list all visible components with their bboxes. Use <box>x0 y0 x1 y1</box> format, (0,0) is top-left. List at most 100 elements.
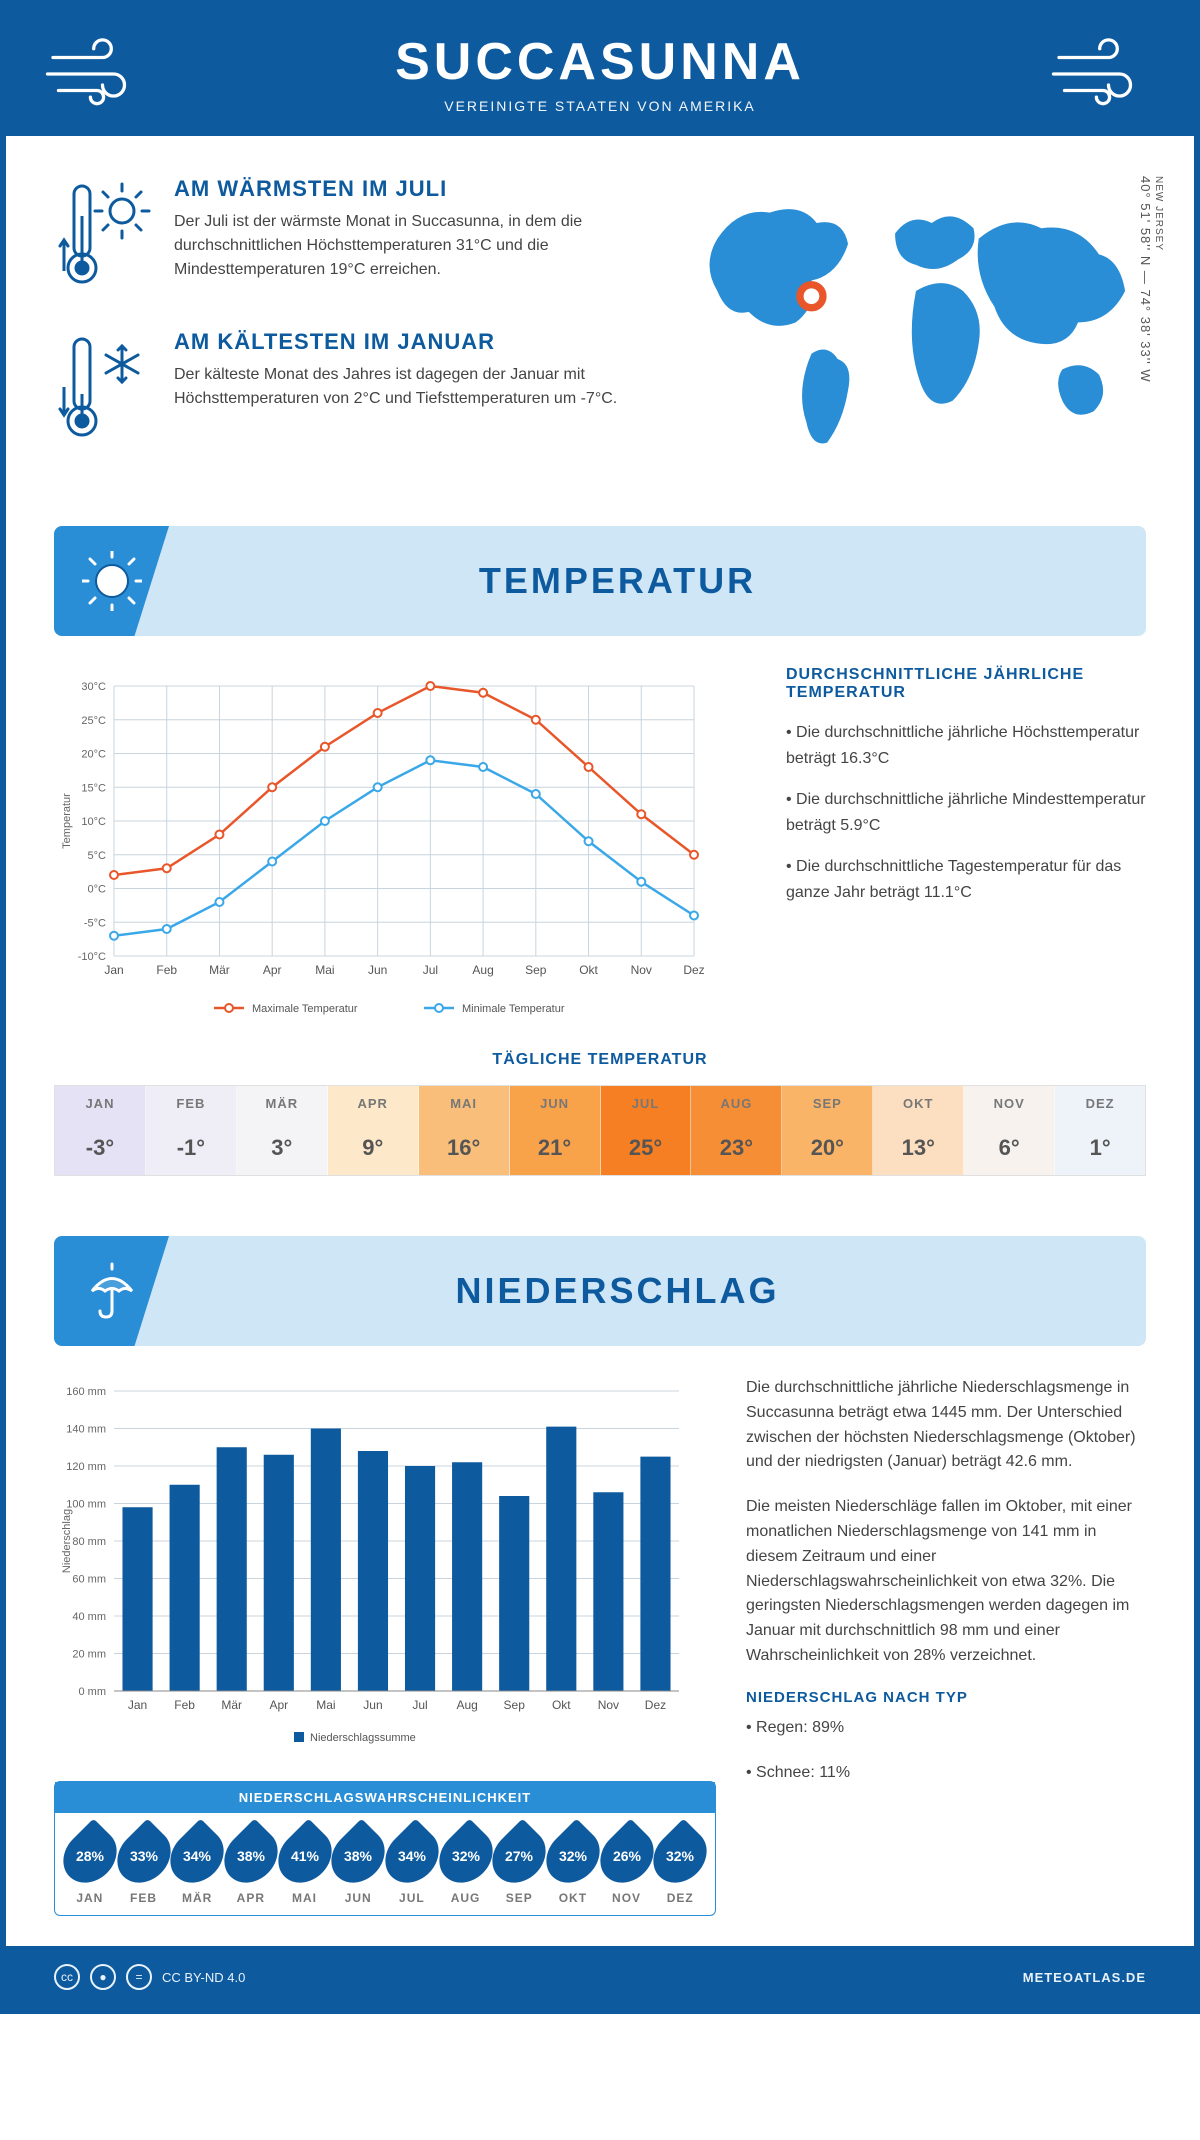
cc-icon: cc <box>54 1964 80 1990</box>
drop-icon: 32% <box>643 1819 718 1894</box>
precipitation-chart: 0 mm20 mm40 mm60 mm80 mm100 mm120 mm140 … <box>54 1376 694 1756</box>
precipitation-section-header: NIEDERSCHLAG <box>54 1236 1146 1346</box>
svg-text:140 mm: 140 mm <box>66 1424 106 1436</box>
svg-text:Nov: Nov <box>598 1698 619 1712</box>
page: SUCCASUNNA VEREINIGTE STAATEN VON AMERIK… <box>0 0 1200 2014</box>
license-text: CC BY-ND 4.0 <box>162 1970 245 1985</box>
svg-text:100 mm: 100 mm <box>66 1499 106 1511</box>
svg-text:0°C: 0°C <box>88 884 107 896</box>
daily-temp-cell: AUG23° <box>691 1086 782 1175</box>
svg-text:Dez: Dez <box>645 1698 666 1712</box>
temperature-section-header: TEMPERATUR <box>54 526 1146 636</box>
svg-text:20 mm: 20 mm <box>72 1649 106 1661</box>
precip-prob-cell: 33%FEB <box>117 1827 171 1905</box>
precip-prob-cell: 34%MÄR <box>170 1827 224 1905</box>
precip-text: Die meisten Niederschläge fallen im Okto… <box>746 1495 1146 1669</box>
daily-temp-cell: JUN21° <box>510 1086 601 1175</box>
svg-text:Nov: Nov <box>631 963 652 977</box>
daily-temp-heading: TÄGLICHE TEMPERATUR <box>54 1051 1146 1069</box>
svg-text:Niederschlag: Niederschlag <box>61 1509 73 1573</box>
location-marker-icon <box>800 285 823 308</box>
coldest-text: Der kälteste Monat des Jahres ist dagege… <box>174 363 656 411</box>
facts-column: AM WÄRMSTEN IM JULI Der Juli ist der wär… <box>54 176 656 482</box>
svg-text:Apr: Apr <box>263 963 282 977</box>
precipitation-content: 0 mm20 mm40 mm60 mm80 mm100 mm120 mm140 … <box>6 1346 1194 1946</box>
precip-prob-cell: 32%DEZ <box>653 1827 707 1905</box>
precip-prob-cell: 34%JUL <box>385 1827 439 1905</box>
svg-text:Mär: Mär <box>209 963 230 977</box>
precip-type-line: • Schnee: 11% <box>746 1761 1146 1786</box>
svg-text:Mär: Mär <box>221 1698 242 1712</box>
svg-text:160 mm: 160 mm <box>66 1386 106 1398</box>
precip-prob-cell: 41%MAI <box>278 1827 332 1905</box>
precipitation-heading: NIEDERSCHLAG <box>169 1270 1146 1312</box>
daily-temp-cell: FEB-1° <box>146 1086 237 1175</box>
header-banner: SUCCASUNNA VEREINIGTE STAATEN VON AMERIK… <box>6 6 1194 136</box>
precip-prob-cell: 28%JAN <box>63 1827 117 1905</box>
precip-type-heading: NIEDERSCHLAG NACH TYP <box>746 1689 1146 1706</box>
svg-text:120 mm: 120 mm <box>66 1461 106 1473</box>
svg-text:Jan: Jan <box>128 1698 147 1712</box>
temperature-summary: DURCHSCHNITTLICHE JÄHRLICHE TEMPERATUR •… <box>786 666 1146 1031</box>
license-block: cc ● = CC BY-ND 4.0 <box>54 1964 245 1990</box>
precipitation-summary: Die durchschnittliche jährliche Niedersc… <box>746 1376 1146 1916</box>
svg-text:Jul: Jul <box>412 1698 427 1712</box>
temperature-heading: TEMPERATUR <box>169 560 1146 602</box>
page-subtitle: VEREINIGTE STAATEN VON AMERIKA <box>6 98 1194 114</box>
svg-text:30°C: 30°C <box>81 681 106 693</box>
temp-summary-line: • Die durchschnittliche Tagestemperatur … <box>786 854 1146 905</box>
svg-text:Jun: Jun <box>363 1698 382 1712</box>
thermometer-snow-icon <box>54 329 154 454</box>
daily-temp-cell: JAN-3° <box>55 1086 146 1175</box>
umbrella-icon <box>54 1236 169 1346</box>
svg-text:Sep: Sep <box>504 1698 526 1712</box>
precip-text: Die durchschnittliche jährliche Niedersc… <box>746 1376 1146 1475</box>
world-map-icon <box>686 176 1146 469</box>
precip-prob-cell: 26%NOV <box>600 1827 654 1905</box>
daily-temp-cell: JUL25° <box>601 1086 692 1175</box>
daily-temp-cell: APR9° <box>328 1086 419 1175</box>
svg-text:Mai: Mai <box>316 1698 335 1712</box>
thermometer-sun-icon <box>54 176 154 301</box>
svg-text:Jan: Jan <box>104 963 123 977</box>
svg-text:Mai: Mai <box>315 963 334 977</box>
svg-text:0 mm: 0 mm <box>79 1686 107 1698</box>
warmest-text: Der Juli ist der wärmste Monat in Succas… <box>174 210 656 282</box>
prob-heading: NIEDERSCHLAGSWAHRSCHEINLICHKEIT <box>55 1782 715 1813</box>
temp-summary-line: • Die durchschnittliche jährliche Höchst… <box>786 720 1146 771</box>
warmest-fact: AM WÄRMSTEN IM JULI Der Juli ist der wär… <box>54 176 656 301</box>
warmest-title: AM WÄRMSTEN IM JULI <box>174 176 656 202</box>
svg-text:Okt: Okt <box>579 963 598 977</box>
nd-icon: = <box>126 1964 152 1990</box>
svg-text:5°C: 5°C <box>88 850 107 862</box>
precip-prob-cell: 27%SEP <box>492 1827 546 1905</box>
svg-text:40 mm: 40 mm <box>72 1611 106 1623</box>
svg-text:80 mm: 80 mm <box>72 1536 106 1548</box>
svg-text:20°C: 20°C <box>81 749 106 761</box>
svg-text:Niederschlagssumme: Niederschlagssumme <box>310 1732 416 1744</box>
by-icon: ● <box>90 1964 116 1990</box>
svg-text:10°C: 10°C <box>81 816 106 828</box>
svg-text:Minimale Temperatur: Minimale Temperatur <box>462 1003 565 1015</box>
svg-text:15°C: 15°C <box>81 782 106 794</box>
page-title: SUCCASUNNA <box>6 32 1194 92</box>
daily-temp-cell: DEZ1° <box>1055 1086 1145 1175</box>
svg-text:Jun: Jun <box>368 963 387 977</box>
coordinates-label: NEW JERSEY 40° 51' 58'' N — 74° 38' 33''… <box>1138 176 1164 456</box>
svg-text:-10°C: -10°C <box>78 951 106 963</box>
intro-section: AM WÄRMSTEN IM JULI Der Juli ist der wär… <box>6 136 1194 506</box>
svg-text:-5°C: -5°C <box>84 917 106 929</box>
svg-text:Sep: Sep <box>525 963 547 977</box>
svg-text:25°C: 25°C <box>81 715 106 727</box>
precip-type-line: • Regen: 89% <box>746 1716 1146 1741</box>
svg-text:Feb: Feb <box>174 1698 195 1712</box>
coldest-title: AM KÄLTESTEN IM JANUAR <box>174 329 656 355</box>
svg-text:Dez: Dez <box>683 963 704 977</box>
daily-temp-cell: NOV6° <box>964 1086 1055 1175</box>
svg-text:Okt: Okt <box>552 1698 571 1712</box>
precip-prob-cell: 38%APR <box>224 1827 278 1905</box>
daily-temp-cell: MAI16° <box>419 1086 510 1175</box>
daily-temp-cell: SEP20° <box>782 1086 873 1175</box>
temp-summary-heading: DURCHSCHNITTLICHE JÄHRLICHE TEMPERATUR <box>786 666 1146 702</box>
daily-temperature-table: TÄGLICHE TEMPERATUR JAN-3°FEB-1°MÄR3°APR… <box>6 1041 1194 1216</box>
